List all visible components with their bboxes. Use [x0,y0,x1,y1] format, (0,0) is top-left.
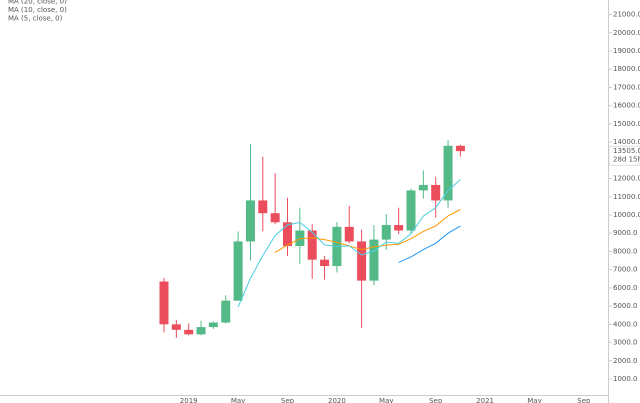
candle-body [184,329,194,335]
y-tick-label: 2000.0 [613,357,638,365]
legend-entry: MA (10, close, 0) [8,6,67,14]
candle-body [418,184,428,191]
y-tick-label: 16000.0 [613,102,640,110]
candle-body [320,259,330,267]
candle-body [369,239,379,281]
countdown: 28d 15h [613,156,640,164]
candle-body [455,145,465,152]
candle-body [394,225,404,231]
y-tick-label: 20000.0 [613,29,640,37]
y-tick-label: 9000.0 [613,229,638,237]
y-tick-label: 7000.0 [613,266,638,274]
y-tick-label: 11000.0 [613,193,640,201]
ma-line [274,209,461,253]
y-tick-label: 12000.0 [613,175,640,183]
candle-body [258,200,268,214]
x-tick-label: May [231,397,245,403]
x-tick-label: 2021 [476,397,494,403]
candle-body [221,300,231,323]
candle-body [431,184,441,201]
y-tick-label: 8000.0 [613,247,638,255]
candle-body [196,327,206,335]
y-tick-label: 3000.0 [613,339,638,347]
x-tick-label: Sep [577,397,591,403]
candle-body [283,222,292,246]
candle-body [208,322,218,328]
candle-body [381,225,391,240]
legend-entry: MA (20, close, 0) [8,0,67,6]
y-tick-label: 14000.0 [613,138,640,146]
y-tick-label: 10000.0 [613,211,640,219]
y-tick-label: 15000.0 [613,120,640,128]
last-price: 13505.0 [613,147,640,155]
y-tick-label: 18000.0 [613,65,640,73]
price-label-box [608,145,640,166]
y-tick-label: 21000.0 [613,11,640,19]
candle-body [233,241,243,301]
x-tick-label: 2019 [180,397,198,403]
candle-body [159,281,169,325]
y-tick-label: 6000.0 [613,284,638,292]
candle-body [245,200,255,242]
x-tick-label: May [527,397,541,403]
y-tick-label: 1000.0 [613,375,638,383]
candle-body [171,324,181,330]
legend-entry: MA (5, close, 0) [8,15,63,23]
candle-body [443,145,453,201]
x-tick-label: Sep [281,397,295,403]
y-tick-label: 17000.0 [613,83,640,91]
ma-line [237,179,461,308]
candle-body [270,213,280,223]
candle-body [406,190,416,231]
x-tick-label: 2020 [328,397,346,403]
ma-line [398,225,461,263]
x-tick-label: May [379,397,393,403]
candle-body [307,230,317,260]
candle-body [344,226,354,242]
candle-body [357,241,367,281]
y-tick-label: 19000.0 [613,47,640,55]
x-tick-label: Sep [429,397,443,403]
y-tick-label: 5000.0 [613,302,638,310]
y-tick-label: 4000.0 [613,320,638,328]
